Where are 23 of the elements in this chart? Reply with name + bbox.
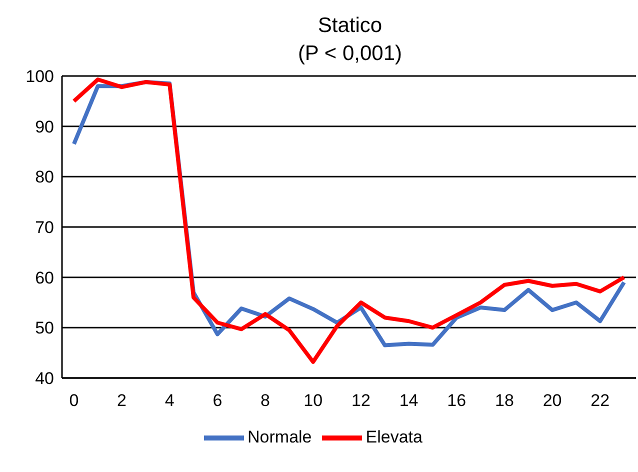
x-tick-label: 4 — [164, 391, 174, 410]
y-tick-label: 80 — [35, 168, 54, 187]
x-tick-label: 20 — [542, 391, 562, 410]
y-tick-label: 70 — [35, 218, 54, 238]
legend-label: Normale — [248, 427, 312, 446]
legend-label: Elevata — [366, 427, 422, 446]
x-tick-label: 2 — [117, 391, 127, 410]
x-tick-label: 16 — [447, 391, 466, 410]
x-tick-label: 14 — [399, 391, 418, 410]
x-tick-label: 0 — [69, 391, 79, 410]
x-tick-label: 18 — [494, 391, 514, 410]
y-tick-label: 100 — [26, 67, 54, 86]
x-tick-label: 6 — [212, 391, 222, 410]
x-tick-label: 12 — [351, 391, 370, 410]
y-tick-label: 50 — [35, 318, 54, 338]
y-tick-label: 60 — [35, 268, 54, 288]
x-tick-label: 10 — [304, 391, 323, 410]
chart-subtitle: (P < 0,001) — [296, 41, 404, 67]
y-tick-label: 40 — [35, 369, 54, 388]
x-tick-label: 8 — [260, 391, 270, 410]
y-tick-label: 90 — [35, 117, 54, 136]
x-tick-label: 22 — [590, 391, 610, 410]
chart-title: Statico — [316, 13, 384, 39]
